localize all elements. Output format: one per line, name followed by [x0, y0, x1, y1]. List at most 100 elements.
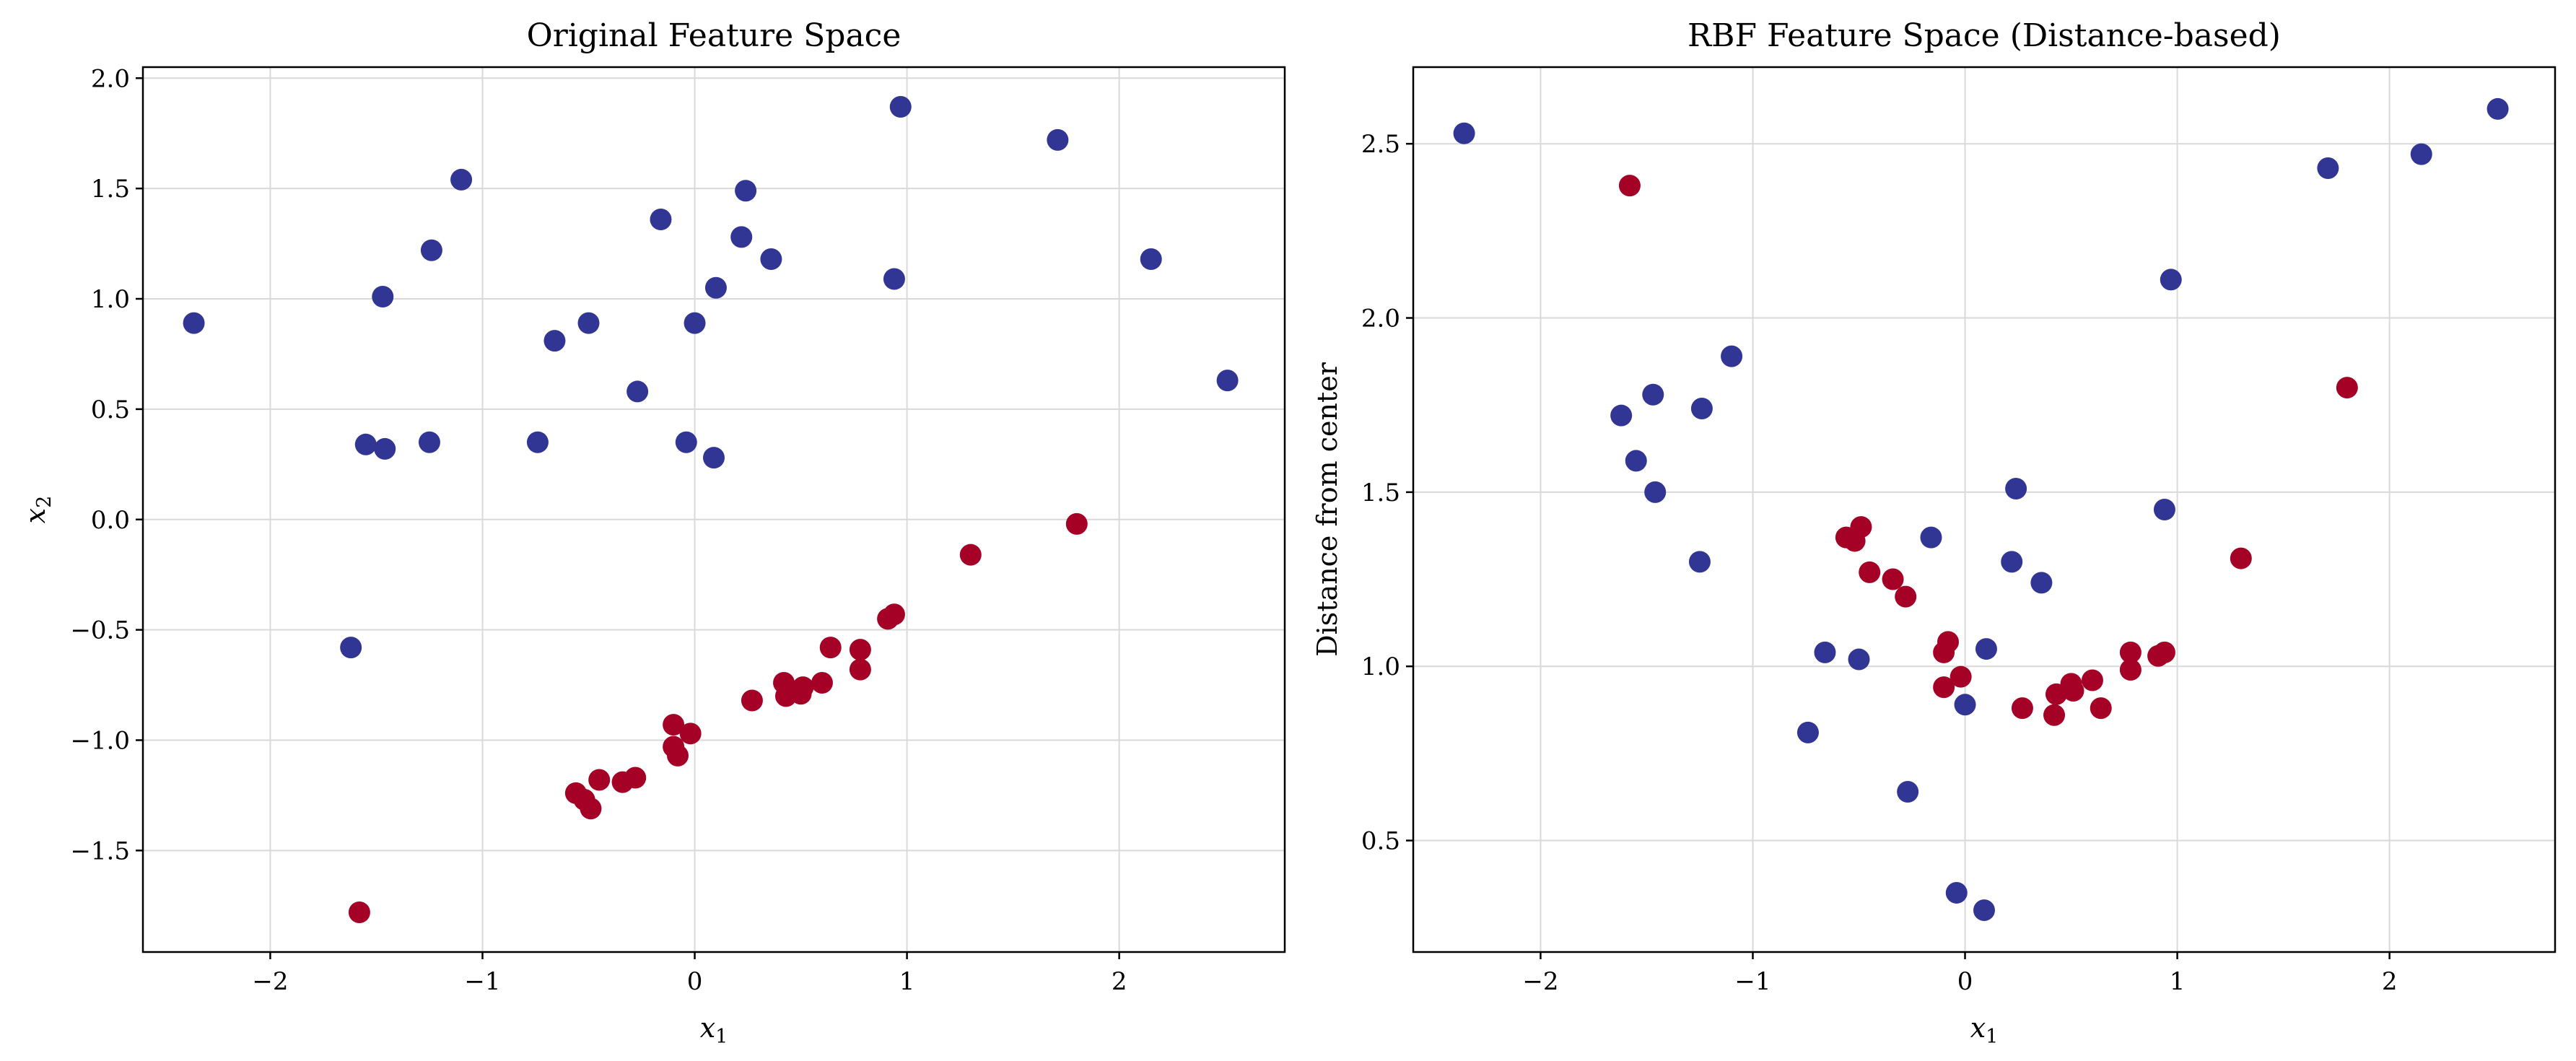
data-point: [1814, 641, 1836, 663]
data-point: [1937, 631, 1960, 653]
data-point: [1882, 568, 1904, 590]
data-point: [1644, 481, 1667, 503]
data-point: [340, 637, 362, 659]
data-point: [418, 431, 440, 453]
data-point: [1973, 899, 1995, 922]
y-tick-label: 1.5: [1361, 479, 1400, 507]
data-point: [372, 285, 394, 307]
data-point: [2119, 641, 2141, 663]
data-point: [543, 330, 566, 352]
data-point: [730, 226, 753, 248]
data-point: [1047, 128, 1069, 151]
data-point: [679, 722, 702, 745]
data-point: [2230, 547, 2252, 569]
data-point: [2081, 669, 2103, 691]
data-point: [354, 433, 377, 455]
x-tick-label: −2: [1522, 967, 1558, 996]
data-point: [883, 268, 905, 290]
data-point: [588, 769, 611, 791]
data-point: [2011, 697, 2033, 720]
data-point: [624, 767, 647, 789]
data-point: [2487, 97, 2509, 120]
data-point: [1721, 345, 1743, 367]
y-axis-label: Distance from center: [1311, 362, 1343, 657]
x-tick-label: 1: [2170, 967, 2186, 996]
data-point: [1933, 676, 1955, 699]
chart-panel-2: −2 −1 0 1 2 0.5 1.0 1.5 2.0 2.5 RBF Feature Space …: [1311, 17, 2557, 1048]
plot-frame: [141, 66, 1286, 953]
data-point: [2153, 641, 2175, 663]
data-point: [2030, 572, 2053, 594]
y-tick-label: −1.5: [70, 837, 130, 865]
data-point: [2062, 679, 2084, 702]
data-point: [1140, 248, 1162, 270]
data-point: [1945, 881, 1968, 904]
data-point: [1690, 398, 1713, 420]
chart-panel-1: −2 −1 0 1 2 −1.5 −1.0 −0.5 0.0 0.5 1.0 1.5 2.0 Origin…: [19, 17, 1286, 1048]
data-point: [675, 431, 697, 453]
y-axis-label-subscript: 2: [33, 496, 56, 508]
y-tick-label: 1.5: [91, 175, 130, 204]
data-point: [650, 208, 672, 230]
y-tick-label: 2.5: [1361, 130, 1400, 159]
data-point: [792, 676, 814, 699]
data-point: [1920, 526, 1942, 549]
data-point: [1975, 638, 1997, 660]
x-axis-label-subscript: 1: [715, 1026, 728, 1048]
y-tick-label: 1.0: [1361, 652, 1400, 681]
data-point: [2336, 377, 2358, 399]
y-tick-label: 2.0: [91, 64, 130, 93]
data-point: [374, 437, 396, 460]
data-point: [1850, 516, 1872, 538]
data-point: [703, 447, 725, 469]
x-axis-label-subscript: 1: [1986, 1026, 1998, 1048]
x-axis-label: x1: [1970, 1012, 1999, 1048]
x-tick-label: 0: [1957, 967, 1973, 996]
data-point: [1895, 585, 1917, 608]
data-point: [2317, 157, 2339, 179]
x-axis-label-main: x: [1970, 1012, 1986, 1044]
y-tick-label: 0.0: [91, 506, 130, 535]
x-tick-label: 2: [2382, 967, 2398, 996]
y-tick-label: 0.5: [1361, 827, 1400, 856]
data-point: [1954, 694, 1976, 716]
x-tick-label: −1: [464, 967, 500, 996]
data-point: [2043, 704, 2066, 726]
data-point: [626, 380, 649, 403]
y-tick-label: −1.0: [70, 726, 130, 755]
data-point: [580, 798, 602, 820]
data-point: [348, 901, 370, 923]
data-point: [420, 239, 442, 261]
data-point: [1859, 561, 1881, 583]
y-tick-label: 1.0: [91, 285, 130, 314]
chart-title: RBF Feature Space (Distance-based): [1688, 17, 2281, 54]
x-tick-label: 0: [687, 967, 703, 996]
data-point: [1796, 721, 1819, 743]
data-point: [849, 639, 871, 661]
data-point: [760, 248, 782, 270]
data-point: [1642, 383, 1664, 406]
data-point: [1618, 175, 1641, 197]
data-point: [959, 543, 982, 566]
y-axis-label: x2: [19, 496, 56, 524]
data-point: [183, 312, 205, 334]
data-point: [526, 431, 549, 453]
data-point: [1453, 122, 1475, 144]
data-point: [2001, 551, 2023, 573]
y-tick-label: −0.5: [70, 616, 130, 645]
data-point: [577, 312, 600, 334]
x-tick-label: −2: [252, 967, 288, 996]
data-point: [1897, 780, 1919, 803]
data-point: [667, 744, 689, 767]
data-point: [849, 658, 871, 681]
data-point: [1065, 512, 1088, 535]
data-point: [2153, 499, 2175, 520]
x-tick-label: 1: [899, 967, 915, 996]
x-axis-label: x1: [700, 1012, 728, 1048]
data-point: [450, 168, 473, 191]
data-point: [811, 672, 833, 694]
data-point: [704, 276, 727, 299]
data-point: [2005, 478, 2027, 500]
x-tick-label: −1: [1734, 967, 1771, 996]
